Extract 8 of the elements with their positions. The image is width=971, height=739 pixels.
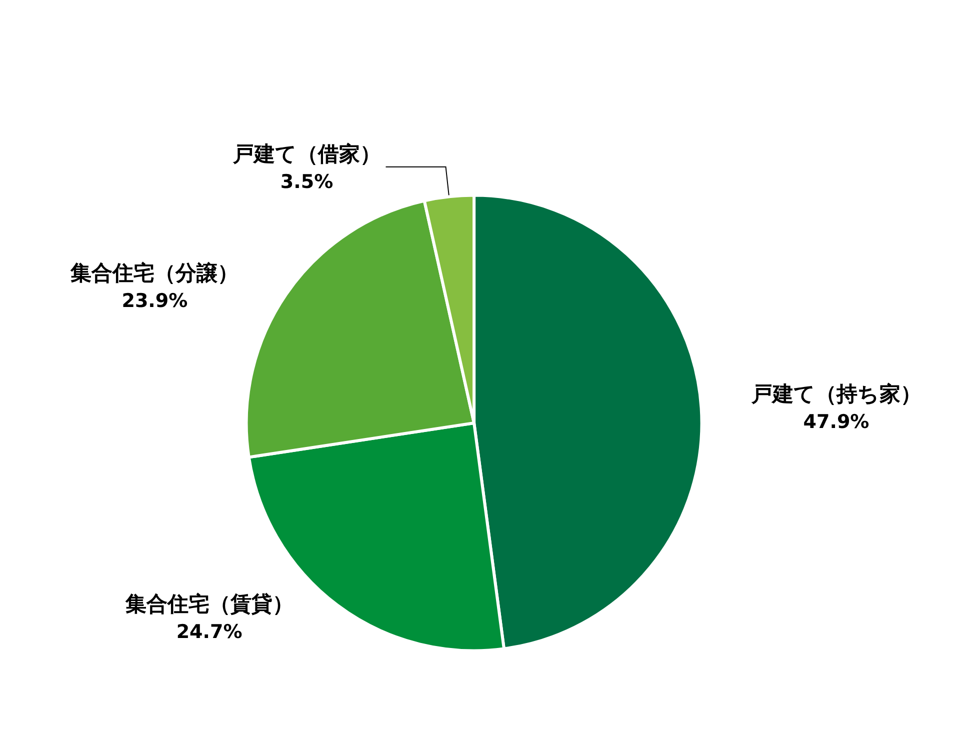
data-label: 3.5%	[280, 170, 334, 193]
slice-label: 集合住宅（分譲）	[70, 260, 239, 285]
slice-label: 戸建て（持ち家）	[750, 382, 922, 406]
data-label: 24.7%	[176, 621, 242, 644]
data-label: 47.9%	[803, 411, 870, 433]
slice-label: 戸建て（借家）	[232, 142, 381, 166]
data-label: 23.9%	[122, 290, 188, 312]
slice-label: 集合住宅（賃貸）	[124, 592, 294, 616]
